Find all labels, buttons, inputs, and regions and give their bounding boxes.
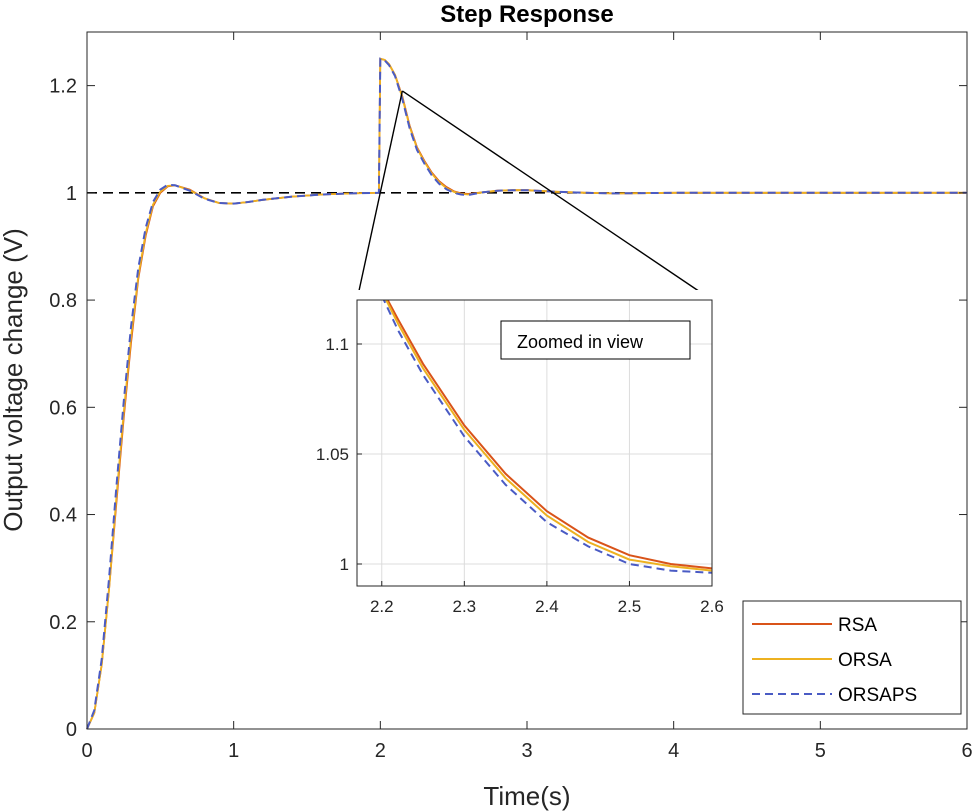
main-series-group [86,57,967,730]
inset-x-tick-label: 2.6 [700,597,724,616]
y-tick-label: 0.6 [49,397,77,419]
x-axis-label: Time(s) [483,781,570,811]
y-tick-label: 1 [66,183,77,205]
x-tick-label: 5 [815,740,826,762]
legend-label-orsaps: ORSAPS [838,685,917,706]
zoom-inset: 2.2 2.3 2.4 2.5 2.6 1 1.05 1.1 Zoomed in view [290,290,724,625]
inset-x-ticks: 2.2 2.3 2.4 2.5 2.6 [370,581,724,616]
chart-title: Step Response [440,1,613,28]
inset-series-orsaps [382,300,712,574]
x-tick-label: 2 [375,740,386,762]
x-tick-label: 4 [668,740,679,762]
inset-x-tick-label: 2.2 [370,597,394,616]
y-tick-label: 0.8 [49,290,77,312]
inset-x-tick-label: 2.3 [453,597,477,616]
zoom-connector-left [356,90,404,301]
inset-series-orsa [385,300,712,572]
inset-y-ticks: 1 1.05 1.1 [316,335,362,574]
y-axis-ticks: 0 0.2 0.4 0.6 0.8 1 1.2 [49,76,967,741]
inset-y-tick-label: 1.05 [316,445,349,464]
x-tick-label: 6 [961,740,972,762]
inset-annotation-box [500,320,691,360]
inset-frame [356,299,713,587]
zoom-connectors [356,90,713,301]
x-axis-ticks: 0 1 2 3 4 5 6 [81,32,973,762]
zoom-connector-right [401,90,713,301]
legend-label-orsa: ORSA [838,650,892,671]
legend-label-rsa: RSA [838,615,877,636]
inset-x-tick-label: 2.4 [535,597,559,616]
series-orsaps [86,57,967,730]
x-tick-label: 0 [81,740,92,762]
inset-series-group [382,300,712,574]
legend-entries: RSA ORSA ORSAPS [752,615,917,706]
legend-box [742,600,962,715]
y-tick-label: 0.4 [49,505,77,527]
inset-y-tick-label: 1 [340,555,349,574]
y-tick-label: 0.2 [49,612,77,634]
inset-x-tick-label: 2.5 [618,597,642,616]
x-tick-label: 1 [228,740,239,762]
inset-y-tick-label: 1.1 [325,335,349,354]
x-tick-label: 3 [521,740,532,762]
y-axis-label: Output voltage change (V) [0,228,28,532]
y-tick-label: 1.2 [49,76,77,98]
inset-series-rsa [386,300,712,570]
legend: RSA ORSA ORSAPS [742,600,962,715]
inset-annotation: Zoomed in view [517,332,644,352]
y-tick-label: 0 [66,719,77,741]
